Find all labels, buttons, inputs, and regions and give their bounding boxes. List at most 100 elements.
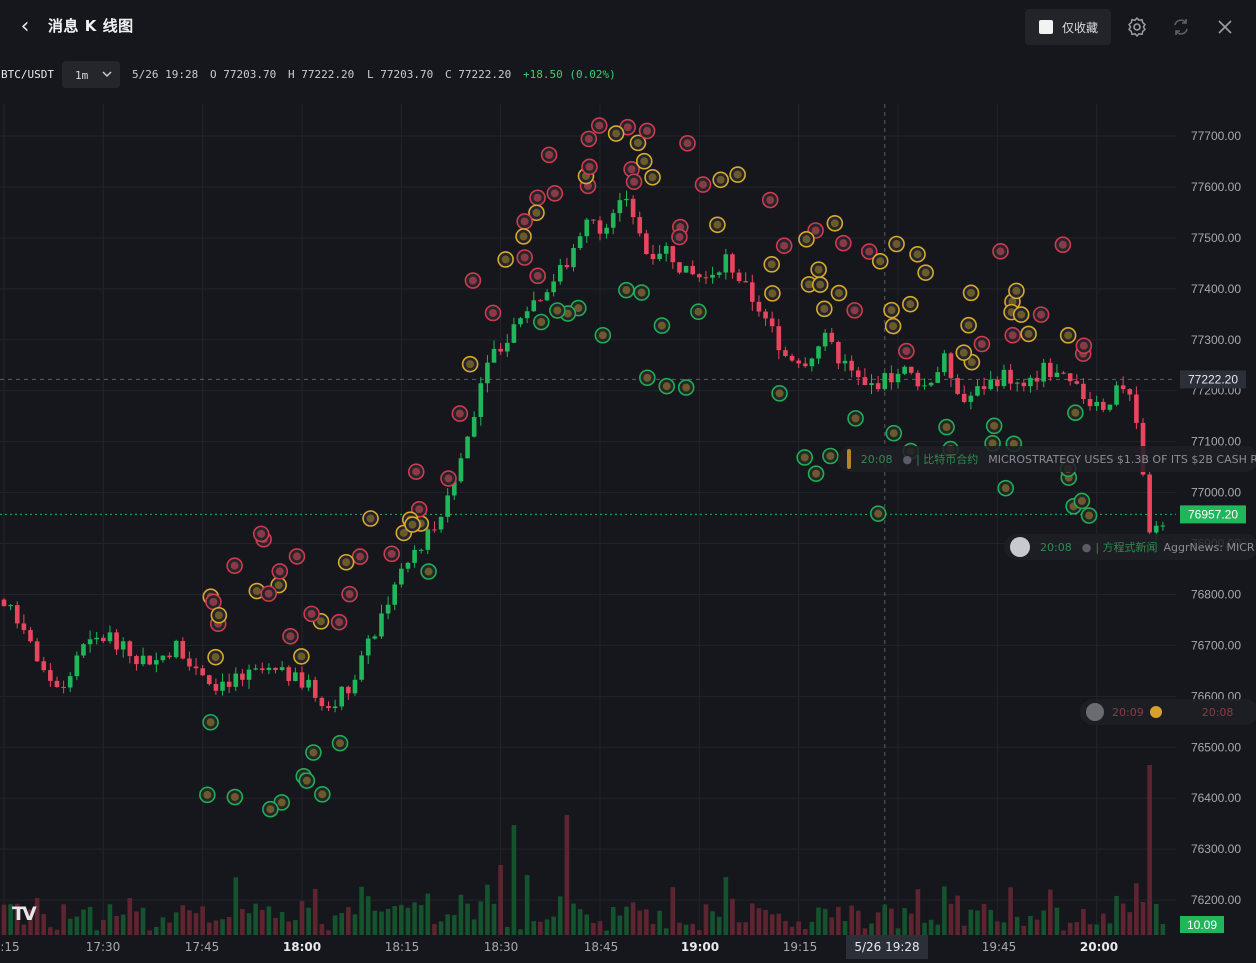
news-marker[interactable] xyxy=(909,245,926,263)
interval-select[interactable]: 1m xyxy=(62,61,120,88)
news-item[interactable]: 20:09 20:08 xyxy=(1080,699,1256,725)
news-marker[interactable] xyxy=(860,243,878,260)
news-marker[interactable] xyxy=(549,302,566,319)
news-marker[interactable] xyxy=(607,125,625,142)
news-marker[interactable] xyxy=(303,605,320,623)
news-marker[interactable] xyxy=(383,545,401,563)
news-marker[interactable] xyxy=(771,385,788,402)
news-marker[interactable] xyxy=(252,525,270,543)
news-marker[interactable] xyxy=(775,237,793,254)
news-marker[interactable] xyxy=(798,230,815,248)
news-marker[interactable] xyxy=(962,284,980,302)
news-marker[interactable] xyxy=(282,627,299,645)
news-marker[interactable] xyxy=(351,548,369,565)
news-marker[interactable] xyxy=(810,261,827,278)
news-marker[interactable] xyxy=(594,326,612,344)
news-marker[interactable] xyxy=(761,191,779,209)
news-marker[interactable] xyxy=(811,276,829,293)
news-marker[interactable] xyxy=(1008,282,1025,300)
chart-area[interactable]: 77700.00 77600.00 77500.00 77400.00 77300.00… xyxy=(0,104,1256,935)
refresh-icon[interactable] xyxy=(1169,15,1193,39)
news-marker[interactable] xyxy=(677,379,695,396)
news-marker[interactable] xyxy=(629,134,647,152)
news-marker[interactable] xyxy=(528,204,545,222)
news-marker[interactable] xyxy=(305,744,322,761)
news-marker[interactable] xyxy=(1012,306,1030,323)
news-marker[interactable] xyxy=(846,302,863,319)
news-marker[interactable] xyxy=(898,342,915,360)
news-marker[interactable] xyxy=(341,585,358,603)
news-marker[interactable] xyxy=(314,786,331,803)
news-marker[interactable] xyxy=(869,505,887,522)
news-marker[interactable] xyxy=(618,281,635,299)
back-icon[interactable]: ‹ xyxy=(20,14,30,39)
news-marker[interactable] xyxy=(440,470,457,487)
news-marker[interactable] xyxy=(337,553,355,571)
news-marker[interactable] xyxy=(822,447,839,465)
news-marker[interactable] xyxy=(1004,326,1022,344)
news-marker[interactable] xyxy=(461,355,479,373)
news-marker[interactable] xyxy=(580,130,598,148)
news-marker[interactable] xyxy=(410,500,428,518)
news-marker[interactable] xyxy=(679,134,696,152)
news-marker[interactable] xyxy=(917,264,934,281)
news-marker[interactable] xyxy=(796,449,814,466)
news-marker[interactable] xyxy=(973,335,991,353)
news-marker[interactable] xyxy=(992,243,1009,260)
candlestick-chart[interactable]: 77700.00 77600.00 77500.00 77400.00 77300.00… xyxy=(0,104,1256,935)
news-marker[interactable] xyxy=(830,284,848,302)
news-marker[interactable] xyxy=(807,222,824,239)
news-marker[interactable] xyxy=(638,122,656,140)
gear-icon[interactable] xyxy=(1125,15,1149,39)
news-marker[interactable] xyxy=(1075,337,1093,355)
news-marker[interactable] xyxy=(884,317,902,335)
news-marker[interactable] xyxy=(653,317,671,334)
news-marker[interactable] xyxy=(885,424,903,442)
news-marker[interactable] xyxy=(938,418,955,436)
news-marker[interactable] xyxy=(516,249,533,266)
news-marker[interactable] xyxy=(826,214,844,232)
news-marker[interactable] xyxy=(362,510,379,527)
news-marker[interactable] xyxy=(484,304,502,322)
news-marker[interactable] xyxy=(1067,404,1084,421)
news-marker[interactable] xyxy=(902,295,919,313)
close-icon[interactable] xyxy=(1213,15,1237,39)
news-marker[interactable] xyxy=(464,272,482,289)
news-marker[interactable] xyxy=(546,185,564,202)
news-marker[interactable] xyxy=(529,189,546,207)
news-marker[interactable] xyxy=(1032,306,1050,323)
news-marker[interactable] xyxy=(633,284,650,301)
news-marker[interactable] xyxy=(1020,325,1037,343)
news-marker[interactable] xyxy=(516,213,533,230)
news-marker[interactable] xyxy=(694,176,712,193)
news-marker[interactable] xyxy=(210,606,228,624)
news-marker[interactable] xyxy=(847,410,864,427)
news-marker[interactable] xyxy=(671,228,688,246)
news-marker[interactable] xyxy=(871,252,889,270)
news-marker[interactable] xyxy=(960,316,977,334)
news-marker[interactable] xyxy=(202,713,219,731)
news-marker[interactable] xyxy=(712,171,729,189)
news-marker[interactable] xyxy=(883,301,900,319)
news-marker[interactable] xyxy=(529,267,547,285)
news-marker[interactable] xyxy=(635,152,653,170)
news-marker[interactable] xyxy=(888,235,905,253)
news-marker[interactable] xyxy=(625,173,643,191)
news-marker[interactable] xyxy=(985,417,1003,435)
news-marker[interactable] xyxy=(226,788,244,806)
news-marker[interactable] xyxy=(690,303,707,321)
news-marker[interactable] xyxy=(262,800,279,818)
checkbox-icon[interactable] xyxy=(1039,20,1053,34)
news-marker[interactable] xyxy=(644,169,661,186)
news-marker[interactable] xyxy=(199,786,216,804)
news-marker[interactable] xyxy=(288,548,306,565)
news-item[interactable]: 20:08 ● | 方程式新闻 AggrNews: MICR xyxy=(1004,534,1256,560)
news-marker[interactable] xyxy=(532,313,550,331)
news-marker[interactable] xyxy=(1059,327,1077,344)
news-marker[interactable] xyxy=(835,234,852,252)
news-marker[interactable] xyxy=(709,216,726,234)
news-marker[interactable] xyxy=(1054,236,1072,254)
news-marker[interactable] xyxy=(763,256,781,273)
news-marker[interactable] xyxy=(407,463,425,480)
news-marker[interactable] xyxy=(639,369,656,387)
